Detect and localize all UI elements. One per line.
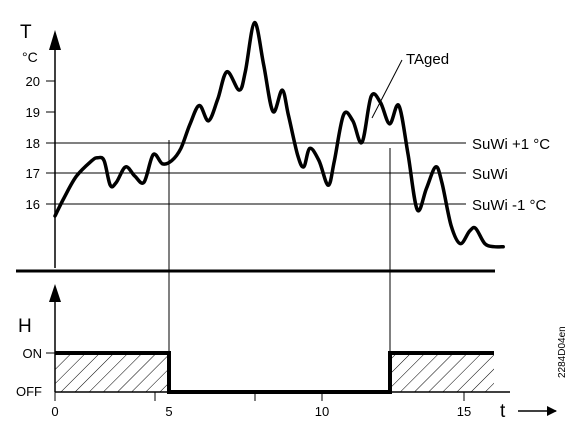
on-hatch-area-2 <box>390 353 494 392</box>
off-level-label: OFF <box>16 384 42 399</box>
y-tick-label-17: 17 <box>26 166 40 181</box>
y-tick-label-19: 19 <box>26 105 40 120</box>
y-tick-label-20: 20 <box>26 74 40 89</box>
bottom-y-axis-name: H <box>18 316 32 337</box>
taged-leader-line <box>371 59 403 119</box>
x-tick-label-10: 10 <box>315 404 329 419</box>
figure-code: 2284D04en <box>557 326 568 378</box>
x-tick-label-15: 15 <box>457 404 471 419</box>
time-axis: 0 5 10 15 t <box>51 391 557 421</box>
x-axis-name: t <box>500 401 506 421</box>
bottom-panel: H ON OFF <box>16 284 494 399</box>
y-tick-label-18: 18 <box>26 136 40 151</box>
ref-label-suwi: SuWi <box>472 166 508 183</box>
on-hatch-area-1 <box>55 353 169 392</box>
x-tick-label-0: 0 <box>51 404 58 419</box>
top-y-ticks: 20 19 18 17 16 <box>26 74 55 212</box>
top-panel: T °C 20 19 18 17 16 SuWi +1 °C SuWi SuWi… <box>20 20 550 268</box>
y-tick-label-16: 16 <box>26 197 40 212</box>
ref-label-suwi-plus: SuWi +1 °C <box>472 136 550 153</box>
top-y-unit: °C <box>22 49 38 65</box>
x-tick-label-5: 5 <box>165 404 172 419</box>
bottom-y-axis-arrow <box>49 284 61 302</box>
top-y-axis-arrow <box>49 30 61 50</box>
taged-label: TAged <box>406 51 449 68</box>
taged-curve <box>53 20 505 249</box>
top-y-axis-name: T <box>20 22 32 43</box>
on-level-label: ON <box>23 346 43 361</box>
ref-label-suwi-minus: SuWi -1 °C <box>472 197 547 214</box>
